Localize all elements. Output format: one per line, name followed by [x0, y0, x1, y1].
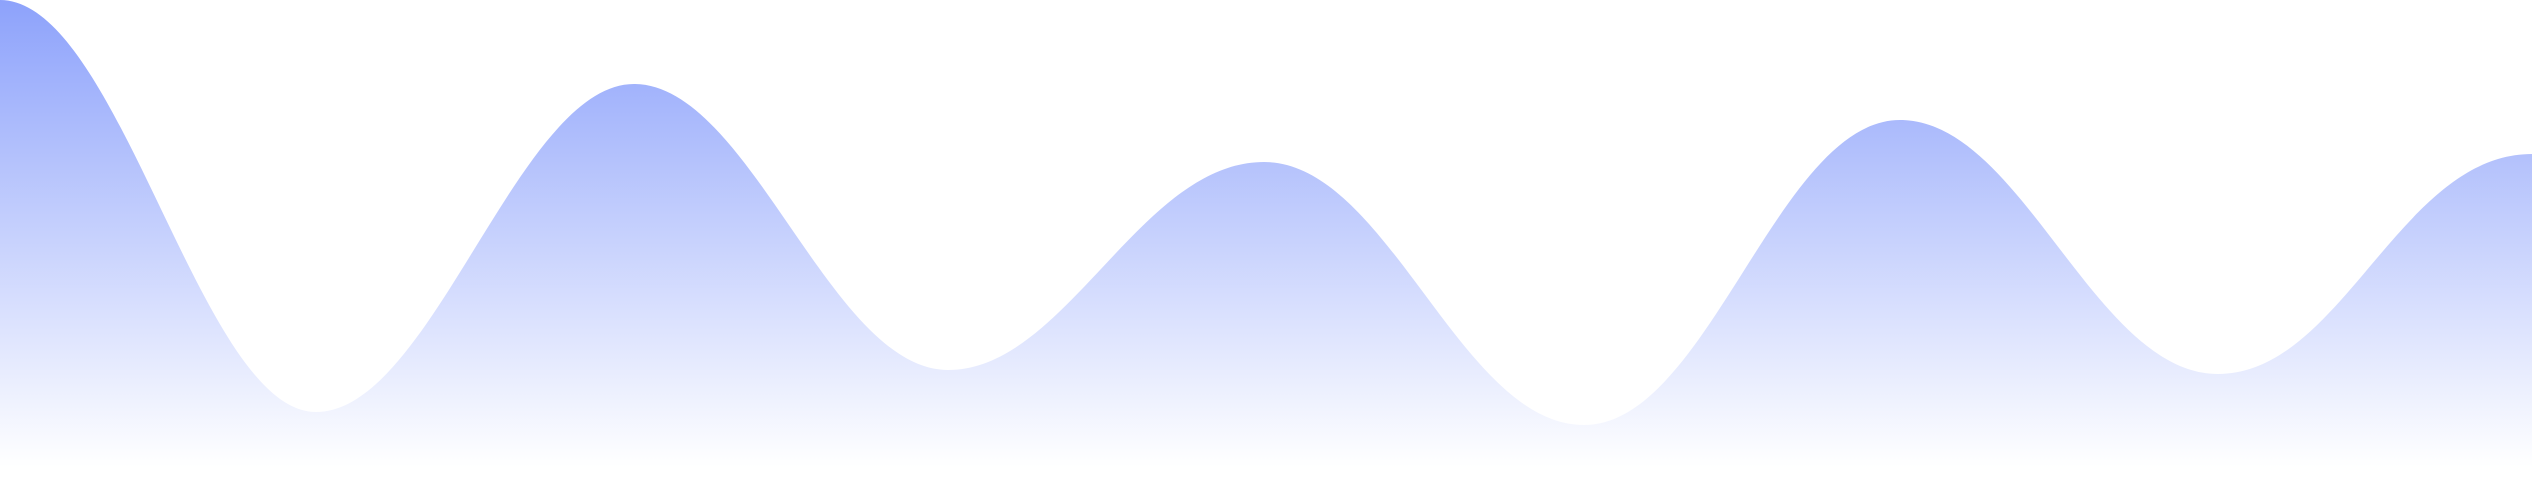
wave-area-shape — [0, 0, 2532, 467]
